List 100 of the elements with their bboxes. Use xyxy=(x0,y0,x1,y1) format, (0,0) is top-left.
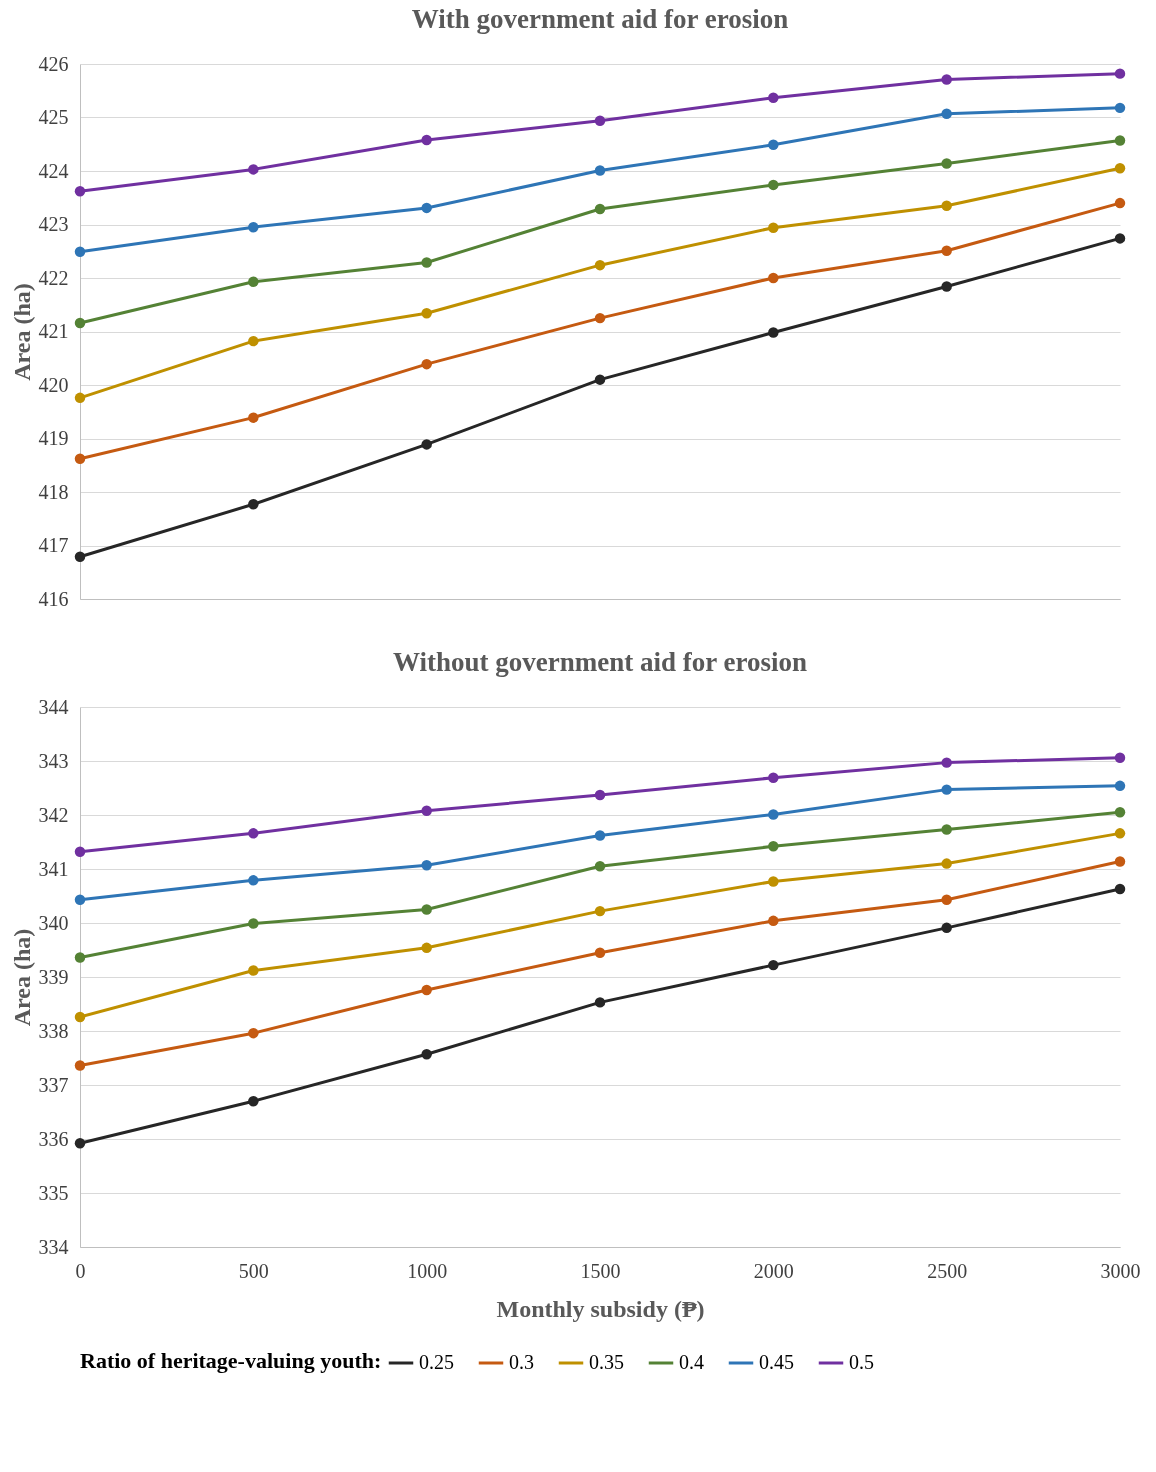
y-axis-title: Area (ha) xyxy=(8,928,35,1027)
y-tick-label: 340 xyxy=(38,911,69,934)
x-tick-label: 1000 xyxy=(407,1259,448,1282)
point xyxy=(74,317,86,329)
point xyxy=(1114,163,1126,174)
point xyxy=(1114,102,1126,114)
point xyxy=(768,876,779,887)
point xyxy=(594,203,606,215)
y-tick-label: 423 xyxy=(38,213,69,235)
legend-label: 0.25 xyxy=(419,1351,454,1373)
point xyxy=(1114,780,1126,792)
point xyxy=(594,374,606,385)
point xyxy=(941,824,952,835)
point xyxy=(594,830,606,841)
point xyxy=(1114,807,1126,818)
point xyxy=(248,276,259,287)
point xyxy=(941,894,952,906)
point xyxy=(421,134,432,146)
point xyxy=(941,74,952,85)
point xyxy=(941,245,952,256)
point xyxy=(421,202,432,214)
point xyxy=(768,222,779,233)
point xyxy=(768,809,779,820)
point xyxy=(421,942,432,954)
point xyxy=(768,179,779,191)
point xyxy=(594,312,606,324)
point xyxy=(421,257,432,268)
y-tick-label: 417 xyxy=(38,534,69,556)
y-tick-label: 420 xyxy=(38,373,69,396)
point xyxy=(594,997,606,1008)
legend-label: 0.5 xyxy=(849,1351,874,1373)
point xyxy=(594,789,606,801)
legend-title: Ratio of heritage-valuing youth: xyxy=(80,1348,382,1373)
point xyxy=(941,200,952,212)
y-tick-label: 343 xyxy=(38,749,69,772)
x-tick-label: 0 xyxy=(75,1259,86,1282)
x-axis-title: Monthly subsidy (₱) xyxy=(496,1295,705,1322)
point xyxy=(421,308,432,319)
y-tick-label: 421 xyxy=(38,320,69,342)
y-tick-label: 338 xyxy=(38,1019,69,1042)
y-axis-title: Area (ha) xyxy=(8,283,35,381)
y-tick-label: 424 xyxy=(38,159,69,182)
point xyxy=(1114,197,1126,209)
chart-title: Without government aid for erosion xyxy=(392,647,808,677)
y-tick-label: 334 xyxy=(38,1235,69,1258)
point xyxy=(768,915,779,927)
point xyxy=(248,499,259,510)
point xyxy=(1114,752,1126,763)
point xyxy=(248,875,259,886)
point xyxy=(768,772,779,783)
y-tick-label: 416 xyxy=(38,587,69,610)
point xyxy=(594,861,606,872)
y-tick-label: 335 xyxy=(38,1181,69,1204)
point xyxy=(248,1095,259,1107)
legend-label: 0.3 xyxy=(509,1351,534,1373)
point xyxy=(1114,828,1126,839)
point xyxy=(941,858,952,869)
point xyxy=(421,805,432,816)
point xyxy=(768,841,779,852)
point xyxy=(941,922,952,934)
point xyxy=(941,784,952,795)
point xyxy=(1114,68,1126,79)
point xyxy=(248,335,259,347)
point xyxy=(74,894,86,906)
point xyxy=(594,905,606,917)
point xyxy=(1114,233,1126,244)
y-tick-label: 336 xyxy=(38,1127,69,1150)
point xyxy=(74,246,86,258)
point xyxy=(248,918,259,929)
y-tick-label: 337 xyxy=(38,1073,69,1096)
point xyxy=(248,965,259,976)
y-tick-label: 426 xyxy=(38,52,69,75)
point xyxy=(421,984,432,996)
y-tick-label: 344 xyxy=(38,695,69,718)
x-tick-label: 2500 xyxy=(927,1259,968,1282)
point xyxy=(1114,856,1126,867)
y-tick-label: 342 xyxy=(38,803,69,826)
point xyxy=(421,1048,432,1060)
point xyxy=(74,551,86,562)
x-tick-label: 1500 xyxy=(580,1259,621,1282)
y-tick-label: 419 xyxy=(38,427,69,449)
point xyxy=(1114,883,1126,895)
point xyxy=(74,846,86,857)
point xyxy=(74,186,86,197)
chart-title: With government aid for erosion xyxy=(411,4,789,34)
x-tick-label: 500 xyxy=(238,1259,269,1282)
point xyxy=(74,1138,86,1149)
x-tick-label: 3000 xyxy=(1100,1259,1141,1282)
point xyxy=(248,164,259,175)
point xyxy=(421,439,432,450)
legend-label: 0.35 xyxy=(589,1351,624,1373)
point xyxy=(768,327,779,338)
point xyxy=(74,952,86,963)
point xyxy=(421,358,432,370)
legend-label: 0.45 xyxy=(759,1351,794,1373)
point xyxy=(768,139,779,151)
point xyxy=(941,158,952,169)
y-tick-label: 341 xyxy=(38,857,69,880)
x-tick-label: 2000 xyxy=(753,1259,794,1282)
point xyxy=(74,1011,86,1023)
